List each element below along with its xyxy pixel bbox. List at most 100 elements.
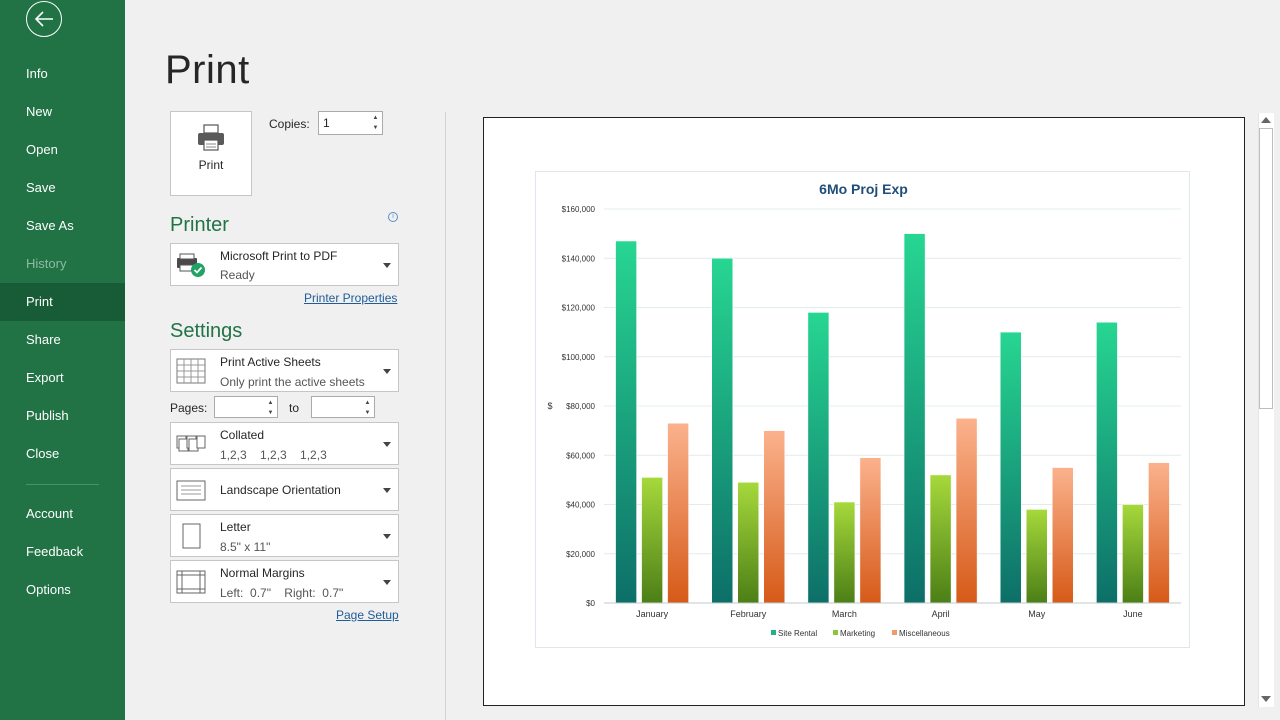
backstage-nav: Info New Open Save Save As History Print Share E… — [0, 0, 125, 720]
collation-subtitle: 1,2,3 1,2,3 1,2,3 — [220, 448, 327, 462]
printer-icon — [198, 124, 224, 151]
nav-item-export[interactable]: Export — [26, 370, 64, 385]
x-tick-label: February — [730, 609, 767, 619]
printer-dropdown[interactable]: Microsoft Print to PDF Ready — [170, 243, 399, 286]
chart-title: 6Mo Proj Exp — [819, 181, 908, 197]
bar-site-rental — [615, 240, 637, 604]
x-tick-label: January — [636, 609, 669, 619]
bar-marketing — [833, 501, 856, 604]
scroll-down-arrow-icon[interactable] — [1261, 696, 1271, 702]
margins-title: Normal Margins — [220, 566, 305, 580]
chevron-down-icon — [383, 487, 391, 493]
print-button[interactable]: Print — [170, 111, 252, 196]
nav-item-close[interactable]: Close — [26, 446, 60, 461]
bar-miscellaneous — [1148, 462, 1170, 604]
pages-to-input[interactable]: ▲ ▼ — [311, 396, 375, 418]
print-button-label: Print — [198, 158, 224, 172]
copies-value: 1 — [323, 116, 330, 130]
x-tick-label: March — [832, 609, 857, 619]
settings-heading: Settings — [170, 320, 243, 342]
pages-from-spinner[interactable]: ▲ ▼ — [267, 400, 274, 416]
print-what-title: Print Active Sheets — [220, 355, 321, 369]
x-tick-label: May — [1028, 609, 1046, 619]
nav-item-history: History — [26, 256, 67, 271]
print-what-dropdown[interactable]: Print Active Sheets Only print the activ… — [170, 349, 399, 392]
printer-ready-icon — [177, 253, 205, 277]
bar-miscellaneous — [1052, 467, 1074, 604]
pages-to-label: to — [289, 401, 300, 415]
page-setup-link[interactable]: Page Setup — [336, 608, 399, 622]
copies-spinner[interactable]: ▲ ▼ — [372, 115, 379, 131]
y-tick-label: $160,000 — [562, 205, 596, 214]
nav-item-publish[interactable]: Publish — [26, 408, 69, 423]
chevron-down-icon — [383, 533, 391, 539]
chevron-down-icon — [383, 262, 391, 268]
legend-swatch — [833, 630, 838, 635]
paper-size-dropdown[interactable]: Letter 8.5" x 11" — [170, 514, 399, 557]
nav-item-new[interactable]: New — [26, 104, 53, 119]
bar-site-rental — [1096, 322, 1118, 604]
margins-subtitle: Left: 0.7" Right: 0.7" — [220, 586, 344, 600]
x-tick-label: June — [1123, 609, 1143, 619]
orientation-dropdown[interactable]: Landscape Orientation — [170, 468, 399, 511]
preview-scrollbar-thumb[interactable] — [1259, 128, 1273, 409]
pages-to-spinner[interactable]: ▲ ▼ — [364, 400, 371, 416]
legend-swatch — [771, 630, 776, 635]
bar-site-rental — [807, 312, 830, 604]
bar-marketing — [1122, 504, 1144, 604]
copies-input[interactable]: 1 ▲ ▼ — [318, 111, 383, 135]
x-tick-label: April — [932, 609, 950, 619]
info-icon[interactable]: i — [388, 212, 398, 222]
collation-title: Collated — [220, 428, 265, 442]
orientation-title: Landscape Orientation — [220, 483, 341, 497]
bar-marketing — [737, 482, 759, 604]
back-arrow-icon[interactable] — [26, 1, 62, 37]
nav-item-feedback[interactable]: Feedback — [26, 544, 84, 559]
nav-item-save-as[interactable]: Save As — [26, 218, 74, 233]
paper-title: Letter — [220, 520, 251, 534]
margins-dropdown[interactable]: Normal Margins Left: 0.7" Right: 0.7" — [170, 560, 399, 603]
nav-item-open[interactable]: Open — [26, 142, 58, 157]
y-tick-label: $40,000 — [566, 501, 595, 510]
panel-divider — [445, 112, 446, 720]
nav-item-account[interactable]: Account — [26, 506, 73, 521]
printer-status: Ready — [220, 268, 255, 282]
bar-marketing — [929, 474, 952, 604]
y-tick-label: $60,000 — [566, 451, 595, 460]
y-tick-label: $100,000 — [562, 353, 596, 362]
pages-label: Pages: — [170, 401, 208, 415]
pages-from-input[interactable]: ▲ ▼ — [214, 396, 278, 418]
bar-miscellaneous — [859, 457, 882, 604]
printer-properties-link[interactable]: Printer Properties — [304, 291, 398, 305]
legend-swatch — [892, 630, 897, 635]
y-tick-label: $140,000 — [562, 254, 596, 263]
y-tick-label: $80,000 — [566, 402, 595, 411]
nav-item-info[interactable]: Info — [26, 66, 48, 81]
chevron-down-icon — [383, 441, 391, 447]
bar-site-rental — [711, 258, 733, 604]
legend-label: Miscellaneous — [899, 629, 950, 638]
scroll-up-arrow-icon[interactable] — [1261, 117, 1271, 123]
legend-label: Site Rental — [778, 629, 817, 638]
y-tick-label: $120,000 — [562, 304, 596, 313]
collated-icon — [176, 435, 206, 451]
legend-label: Marketing — [840, 629, 875, 638]
landscape-page-icon — [176, 480, 206, 500]
bar-miscellaneous — [667, 422, 689, 604]
chevron-down-icon — [383, 579, 391, 585]
nav-item-options[interactable]: Options — [26, 582, 71, 597]
paper-subtitle: 8.5" x 11" — [220, 540, 271, 554]
nav-item-save[interactable]: Save — [26, 180, 56, 195]
margins-icon — [176, 570, 206, 593]
page-title: Print — [165, 48, 250, 92]
sheet-icon — [176, 358, 206, 383]
nav-item-share[interactable]: Share — [26, 332, 61, 347]
bar-site-rental — [1000, 331, 1022, 604]
bar-site-rental — [903, 233, 926, 604]
portrait-page-icon — [182, 523, 201, 548]
nav-item-print[interactable]: Print — [0, 283, 125, 321]
chart-svg: 6Mo Proj Exp $0 $20,000 $40,000 $60,000 $80,0… — [547, 181, 1181, 638]
chart-area: 6Mo Proj Exp $0 $20,000 $40,000 $60,000 $80,0… — [535, 171, 1190, 648]
collation-dropdown[interactable]: Collated 1,2,3 1,2,3 1,2,3 — [170, 422, 399, 465]
copies-label: Copies: — [269, 117, 310, 131]
